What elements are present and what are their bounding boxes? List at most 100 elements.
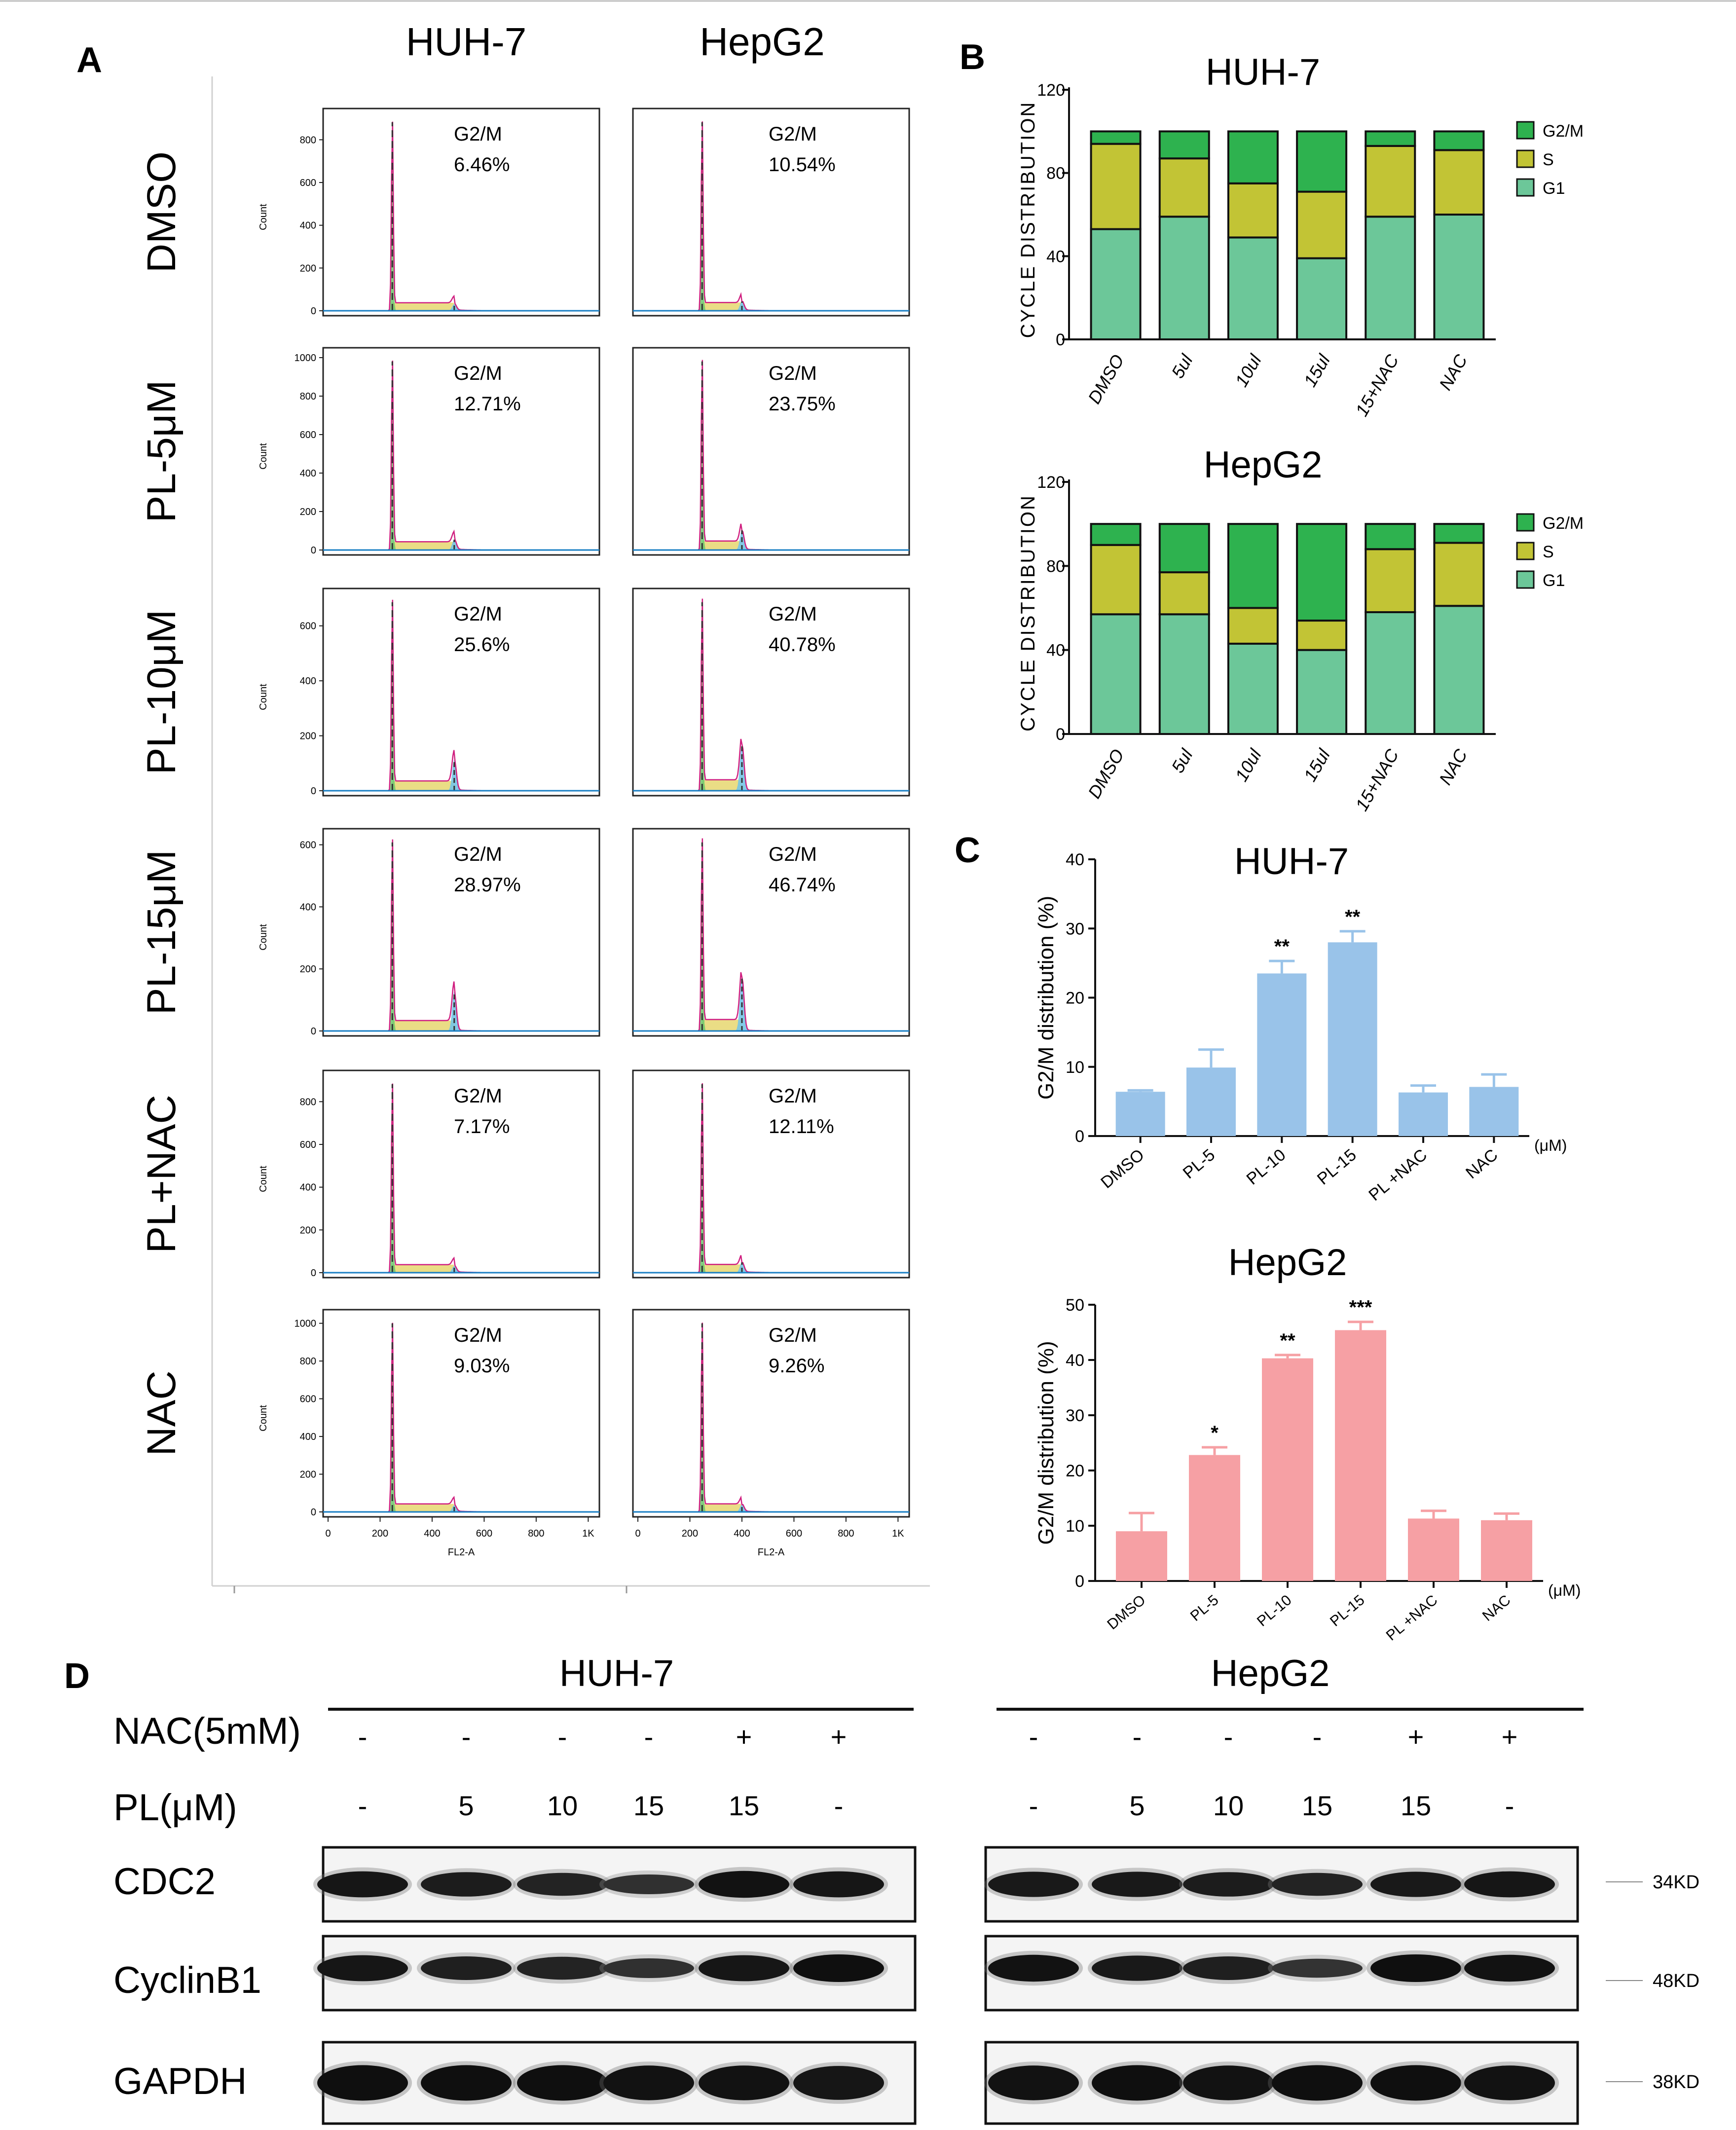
legend-label: S [1543, 543, 1554, 561]
y-tick-label: 0 [1075, 1127, 1084, 1146]
bar-segment-g2m [1227, 130, 1279, 184]
y-tick-label: 600 [300, 1394, 316, 1405]
protein-band [1183, 1956, 1274, 1980]
y-tick-label: 0 [1056, 725, 1065, 744]
pl-dose: - [1029, 1790, 1038, 1821]
significance-mark: *** [1349, 1297, 1372, 1319]
pl-row-label: PL(μM) [113, 1787, 237, 1829]
histogram-frame-huh7 [322, 1069, 600, 1279]
protein-band [1183, 1872, 1274, 1897]
g2m-percent: 9.03% [454, 1355, 510, 1377]
y-tick-label: 600 [300, 621, 316, 632]
bar-segment-g1 [1090, 613, 1142, 735]
nac-row-label: NAC(5mM) [113, 1710, 301, 1752]
flow-col-title-huh7: HUH-7 [406, 20, 526, 64]
x-tick-label: 800 [838, 1528, 854, 1539]
g2m-percent: 40.78% [769, 634, 836, 656]
flow-col-title-hepg2: HepG2 [700, 20, 824, 64]
y-tick-label: 0 [1075, 1572, 1084, 1591]
y-tick-label: 600 [300, 1139, 316, 1150]
protein-band [699, 2065, 789, 2100]
histogram-frame-huh7 [322, 347, 600, 556]
flow-panel-frame [211, 76, 930, 1593]
protein-label: CDC2 [113, 1861, 216, 1903]
bar-segment-g2m [1365, 130, 1416, 147]
y-tick-label: 200 [300, 964, 316, 975]
y-tick-label: 800 [300, 1097, 316, 1107]
chart-title: HepG2 [1228, 1242, 1347, 1284]
g2m-percent: 28.97% [454, 874, 521, 896]
chart-title: HUH-7 [1206, 51, 1320, 93]
y-tick-label: 40 [1046, 641, 1065, 660]
g2m-gate-label: G2/M [769, 844, 817, 865]
protein-band [1272, 1873, 1363, 1896]
protein-band [699, 1871, 789, 1898]
histogram-frame-huh7 [322, 828, 600, 1037]
y-tick-label: 0 [311, 1507, 316, 1518]
protein-band [1464, 1871, 1555, 1898]
bar-segment-g2m [1090, 523, 1142, 546]
g2m-percent: 46.74% [769, 874, 836, 896]
y-tick-label: 1000 [295, 1319, 317, 1329]
bar [1186, 1067, 1236, 1136]
bar-segment-s [1090, 544, 1142, 616]
y-tick-label: 400 [300, 676, 316, 687]
y-tick-label: 200 [300, 1469, 316, 1480]
axis-label-count: Count [258, 924, 269, 951]
pl-dose: 15 [633, 1790, 664, 1821]
bar [1408, 1518, 1459, 1581]
y-tick-label: 10 [1066, 1058, 1084, 1077]
bar-segment-g2m [1296, 130, 1348, 193]
x-tick-label: 400 [734, 1528, 750, 1539]
x-tick-label: 600 [786, 1528, 802, 1539]
chart-title: HepG2 [1204, 444, 1323, 486]
y-tick-label: 0 [311, 545, 316, 556]
flow-row-label: DMSO [139, 151, 184, 273]
y-tick-label: 400 [300, 220, 316, 231]
protein-band [1464, 1954, 1555, 1982]
y-tick-label: 80 [1046, 557, 1065, 576]
g2m-percent: 10.54% [769, 154, 836, 176]
g2m-gate-label: G2/M [454, 1085, 502, 1107]
histogram-frame-hepg2 [632, 588, 910, 797]
bar-segment-g2m [1433, 523, 1485, 544]
x-tick-label: 400 [424, 1528, 440, 1539]
protein-label: CyclinB1 [113, 1959, 261, 2001]
y-tick-label: 50 [1066, 1296, 1084, 1315]
flow-row-label: NAC [139, 1370, 184, 1456]
pl-dose: 15 [1302, 1790, 1332, 1821]
histogram-frame-hepg2 [632, 1309, 910, 1518]
legend-label: G1 [1543, 571, 1565, 590]
legend-swatch [1516, 513, 1535, 532]
legend-swatch [1516, 149, 1535, 168]
x-tick-label: 1K [892, 1528, 904, 1539]
bar-segment-g2m [1158, 523, 1210, 574]
g2m-gate-label: G2/M [454, 603, 502, 625]
y-tick-label: 120 [1037, 81, 1065, 100]
y-tick-label: 600 [300, 840, 316, 851]
protein-band [603, 1958, 694, 1978]
nac-sign: + [831, 1721, 847, 1752]
bar-segment-s [1296, 620, 1348, 651]
bar-segment-g1 [1296, 257, 1348, 340]
bar-segment-g1 [1158, 216, 1210, 341]
x-tick-label: 200 [372, 1528, 388, 1539]
bar-segment-g2m [1158, 130, 1210, 160]
y-tick-label: 800 [300, 135, 316, 146]
protein-band [1370, 1954, 1461, 1982]
axis-label-fl2a: FL2-A [758, 1547, 785, 1558]
protein-band [793, 1871, 884, 1898]
bar-segment-s [1158, 571, 1210, 616]
panel-label-d: D [64, 1656, 90, 1696]
y-tick-label: 40 [1066, 850, 1084, 869]
histogram-frame-huh7 [322, 588, 600, 797]
bar-segment-g2m [1433, 130, 1485, 151]
bar-segment-s [1433, 542, 1485, 607]
bar-segment-s [1433, 149, 1485, 216]
protein-band [1370, 2065, 1461, 2101]
significance-mark: * [1211, 1422, 1219, 1444]
x-tick-label: 800 [528, 1528, 544, 1539]
y-tick-label: 0 [311, 1268, 316, 1279]
nac-sign: - [1313, 1721, 1322, 1752]
panel-label-c: C [955, 831, 980, 870]
